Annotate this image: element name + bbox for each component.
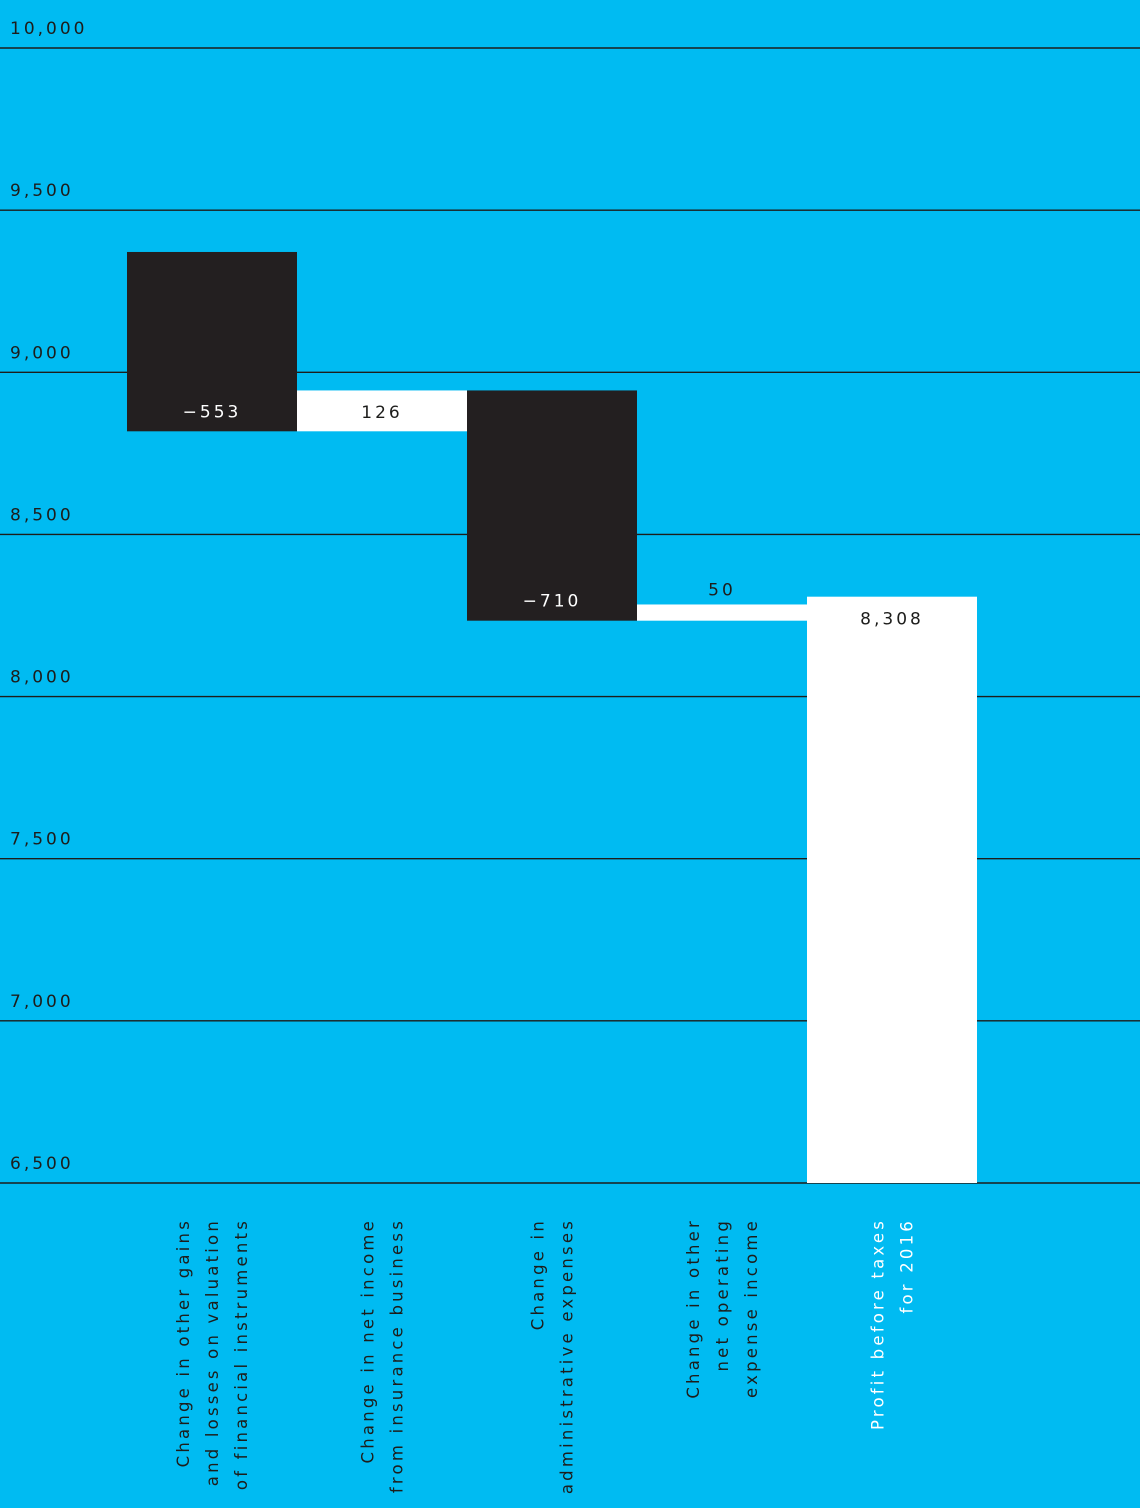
category-label-line: from insurance business <box>388 1218 407 1493</box>
value-labels: −553 126 −710 50 8,308 <box>183 402 924 630</box>
value-label-2: 126 <box>361 403 402 423</box>
category-label-line: net operating <box>713 1218 732 1372</box>
bar-4 <box>637 604 807 621</box>
value-label-3: −710 <box>523 592 582 612</box>
category-label-line: and losses on valuation <box>203 1218 222 1486</box>
y-tick-label: 9,000 <box>10 343 74 363</box>
category-label-line: for 2016 <box>898 1218 917 1314</box>
y-tick-label: 8,500 <box>10 505 74 525</box>
category-label-5: Profit before taxes for 2016 <box>869 1218 917 1430</box>
y-tick-label: 7,500 <box>10 830 74 850</box>
category-label-2: Change in net income from insurance busin… <box>359 1218 407 1493</box>
y-tick-label: 6,500 <box>10 1154 74 1174</box>
category-label-line: Profit before taxes <box>869 1218 888 1430</box>
category-label-1: Change in other gains and losses on valua… <box>174 1218 251 1490</box>
category-label-line: administrative expenses <box>558 1218 577 1494</box>
value-label-1: −553 <box>183 402 242 422</box>
category-labels: Change in other gains and losses on valua… <box>174 1218 917 1494</box>
y-tick-label: 10,000 <box>10 19 87 39</box>
y-tick-label: 8,000 <box>10 668 74 688</box>
y-axis-tick-labels: 10,000 9,500 9,000 8,500 8,000 7,500 7,000 6,50… <box>10 19 87 1174</box>
category-label-line: of financial instruments <box>232 1218 251 1490</box>
category-label-line: expense income <box>742 1218 761 1398</box>
bar-2 <box>297 390 467 432</box>
value-label-5: 8,308 <box>860 610 924 630</box>
bar-5 <box>807 596 977 1183</box>
category-label-line: Change in other gains <box>174 1218 193 1467</box>
bars <box>127 251 977 1183</box>
category-label-3: Change in administrative expenses <box>529 1218 577 1494</box>
y-tick-label: 9,500 <box>10 181 74 201</box>
category-label-4: Change in other net operating expense inco… <box>684 1218 761 1399</box>
category-label-line: Change in other <box>684 1218 703 1399</box>
category-label-line: Change in net income <box>359 1218 378 1463</box>
y-tick-label: 7,000 <box>10 992 74 1012</box>
bar-1 <box>127 251 297 432</box>
category-label-line: Change in <box>529 1218 548 1330</box>
bar-3 <box>467 390 637 621</box>
value-label-4: 50 <box>708 580 736 600</box>
